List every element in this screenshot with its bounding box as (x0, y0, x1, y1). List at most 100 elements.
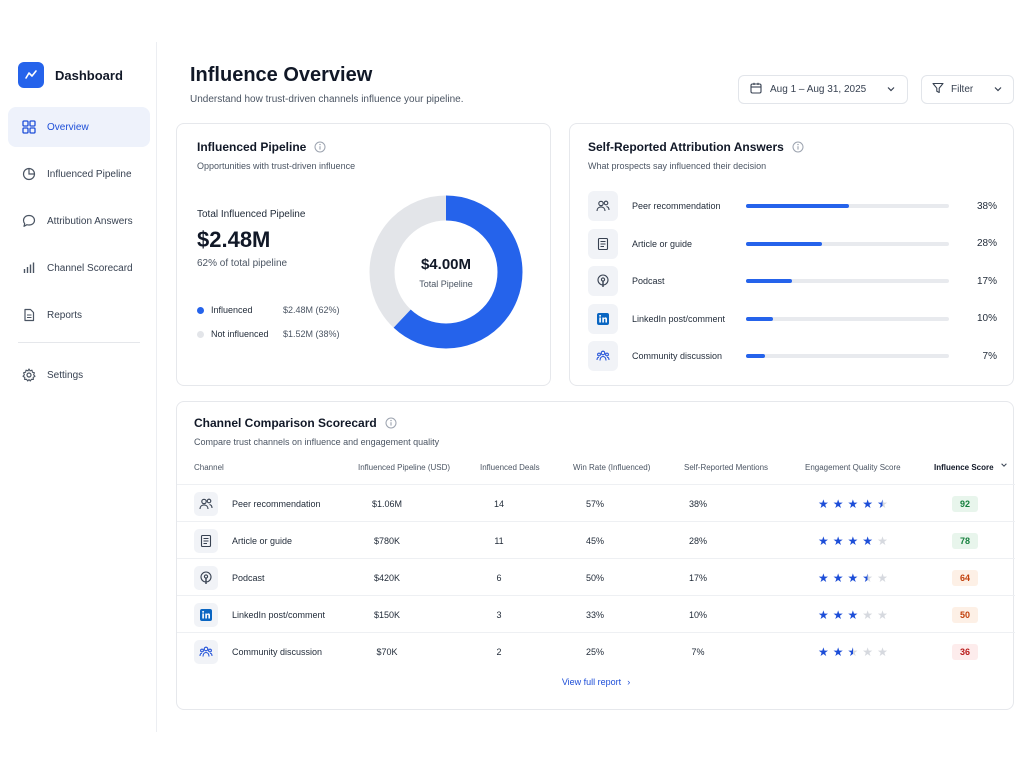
star-empty-icon: ★ (877, 644, 888, 659)
star-rating: ★ ★ ★ ★ ★ (818, 646, 888, 658)
podcast-icon (588, 266, 618, 296)
score-badge: 36 (952, 643, 978, 660)
nav-divider (18, 342, 140, 343)
attribution-bar-fill (746, 204, 849, 208)
column-header-win-rate[interactable]: Win Rate (Influenced) (573, 463, 651, 472)
legend-dot (197, 306, 204, 314)
deals-cell: 3 (496, 609, 502, 620)
star-full-icon: ★ (862, 496, 874, 511)
channel-name: LinkedIn post/comment (232, 609, 326, 620)
sidebar-item-label: Influenced Pipeline (47, 168, 132, 180)
column-header-engagement[interactable]: Engagement Quality Score (805, 463, 901, 472)
grid-icon (21, 119, 37, 135)
dashboard-logo-icon (18, 62, 44, 88)
influence-score-cell: 78 (952, 522, 978, 559)
view-full-report-link[interactable]: View full report › (177, 677, 1015, 687)
legend-value: $1.52M (38%) (283, 329, 340, 339)
table-row[interactable]: Community discussion $70K 2 25% 7% ★ ★ ★ ★ ★ 36 (177, 632, 1015, 669)
table-row[interactable]: Article or guide $780K 11 45% 28% ★ ★ ★ ★ ★ 78 (177, 521, 1015, 558)
pipeline-cell: $150K (373, 609, 401, 620)
column-header-mentions[interactable]: Self-Reported Mentions (684, 463, 769, 472)
win-rate-cell: 57% (585, 498, 604, 509)
star-full-icon: ★ (832, 644, 844, 659)
table-row[interactable]: Peer recommendation $1.06M 14 57% 38% ★ ★ ★ ★ ★ 92 (177, 484, 1015, 521)
filter-button[interactable]: Filter (921, 75, 1014, 104)
attribution-bar-fill (746, 241, 822, 246)
score-badge: 92 (952, 495, 978, 512)
linkedin-icon (194, 602, 218, 627)
table-row[interactable]: Podcast $420K 6 50% 17% ★ ★ ★ ★ ★ 64 (177, 558, 1015, 595)
card-title: Channel Comparison Scorecard (194, 416, 996, 430)
sidebar-item-attribution-answers[interactable]: Attribution Answers (8, 201, 150, 241)
mentions-cell: 7% (691, 646, 705, 657)
star-full-icon: ★ (847, 533, 859, 548)
mentions-cell: 10% (688, 609, 707, 620)
star-full-icon: ★ (832, 607, 844, 622)
sidebar-item-settings[interactable]: Settings (8, 355, 150, 395)
attribution-bar-fill (746, 279, 792, 283)
legend-name: Not influenced (211, 329, 269, 339)
sidebar: Dashboard Overview Influenced Pipeline A… (0, 42, 157, 732)
donut-value: $4.00M (420, 255, 472, 273)
attribution-name: Community discussion (632, 351, 723, 361)
star-empty-icon: ★ (877, 607, 888, 622)
column-header-pipeline[interactable]: Influenced Pipeline (USD) (358, 463, 451, 472)
sort-chevron-down-icon[interactable] (1000, 461, 1008, 471)
engagement-cell: ★ ★ ★ ★ ★ (818, 559, 888, 596)
win-rate-cell: 25% (585, 646, 604, 657)
attribution-bar (746, 241, 949, 246)
influence-score-cell: 36 (952, 633, 978, 670)
info-icon[interactable] (385, 417, 397, 429)
channel-scorecard-card: Channel Comparison Scorecard Compare tru… (176, 401, 1015, 710)
brand[interactable]: Dashboard (18, 62, 123, 88)
score-badge: 78 (952, 532, 978, 549)
star-full-icon: ★ (847, 607, 859, 622)
deals-cell: 2 (496, 646, 502, 657)
attribution-row: Podcast 17% (588, 265, 998, 297)
star-rating: ★ ★ ★ ★ ★ (818, 535, 888, 547)
attribution-name: Article or guide (632, 238, 693, 249)
star-full-icon: ★ (832, 533, 844, 548)
star-full-icon: ★ (818, 644, 829, 659)
column-header-deals[interactable]: Influenced Deals (480, 463, 540, 472)
pipeline-cell: $420K (373, 572, 401, 583)
channel-name: Podcast (232, 572, 265, 583)
star-half-icon: ★ (847, 644, 859, 659)
podcast-icon (194, 565, 218, 590)
card-subtitle: Compare trust channels on influence and … (194, 437, 440, 447)
sidebar-item-reports[interactable]: Reports (8, 295, 150, 335)
sidebar-item-channel-scorecard[interactable]: Channel Scorecard (8, 248, 150, 288)
info-icon[interactable] (314, 141, 326, 153)
sidebar-item-overview[interactable]: Overview (8, 107, 150, 147)
win-rate-cell: 50% (585, 572, 604, 583)
win-rate-cell: 45% (585, 535, 604, 546)
donut-center: $4.00M Total Pipeline (369, 195, 523, 349)
legend-item-influenced: Influenced $2.48M (62%) (197, 305, 340, 315)
star-rating: ★ ★ ★ ★ ★ (818, 609, 888, 621)
sidebar-item-influenced-pipeline[interactable]: Influenced Pipeline (8, 154, 150, 194)
info-icon[interactable] (792, 141, 804, 153)
article-icon (194, 528, 218, 553)
engagement-cell: ★ ★ ★ ★ ★ (818, 596, 888, 633)
mentions-cell: 38% (688, 498, 707, 509)
deals-cell: 14 (493, 498, 504, 509)
table-row[interactable]: LinkedIn post/comment $150K 3 33% 10% ★ ★ ★ ★ ★ 50 (177, 595, 1015, 632)
date-range-picker[interactable]: Aug 1 – Aug 31, 2025 (738, 75, 908, 104)
attribution-bar (746, 279, 949, 283)
channel-name: Peer recommendation (232, 498, 321, 509)
attribution-name: LinkedIn post/comment (632, 313, 726, 324)
calendar-icon (750, 81, 762, 99)
donut-svg (369, 195, 523, 349)
column-header-influence-score[interactable]: Influence Score (934, 463, 994, 472)
channel-cell: Community discussion (194, 633, 322, 670)
star-full-icon: ★ (818, 533, 829, 548)
donut-segment-not-influenced (369, 195, 523, 349)
column-header-channel[interactable]: Channel (194, 463, 224, 472)
influence-score-cell: 50 (952, 596, 978, 633)
attribution-row: Community discussion 7% (588, 340, 998, 372)
document-icon (21, 307, 37, 323)
channel-cell: LinkedIn post/comment (194, 596, 325, 633)
deals-cell: 11 (494, 535, 504, 546)
total-pipeline-percent: 62% of total pipeline (197, 258, 288, 269)
pipeline-cell: $1.06M (371, 498, 403, 509)
